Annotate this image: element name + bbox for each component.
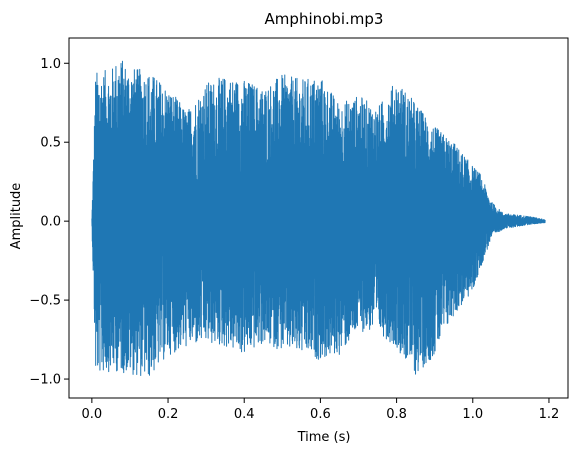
x-tick-label: 0.0 — [82, 407, 103, 422]
x-axis-label: Time (s) — [297, 430, 351, 445]
y-tick-label: 0.0 — [40, 215, 61, 230]
chart-title: Amphinobi.mp3 — [265, 10, 384, 28]
x-tick-label: 0.2 — [158, 407, 179, 422]
y-tick-label: 1.0 — [40, 57, 61, 72]
x-tick-label: 0.6 — [310, 407, 331, 422]
y-axis-ticks: −1.0 −0.5 0.0 0.5 1.0 — [29, 57, 69, 388]
x-tick-label: 0.8 — [386, 407, 407, 422]
y-axis-label: Amplitude — [9, 183, 24, 250]
plot-area — [68, 37, 569, 399]
x-axis-ticks: 0.0 0.2 0.4 0.6 0.8 1.0 1.2 — [82, 398, 560, 422]
x-tick-label: 0.4 — [234, 407, 255, 422]
y-tick-label: 0.5 — [40, 136, 61, 151]
y-tick-label: −0.5 — [29, 294, 61, 309]
plot-frame — [68, 37, 569, 399]
x-tick-label: 1.0 — [462, 407, 483, 422]
x-tick-label: 1.2 — [539, 407, 560, 422]
waveform-line — [91, 60, 546, 377]
y-tick-label: −1.0 — [29, 373, 61, 388]
